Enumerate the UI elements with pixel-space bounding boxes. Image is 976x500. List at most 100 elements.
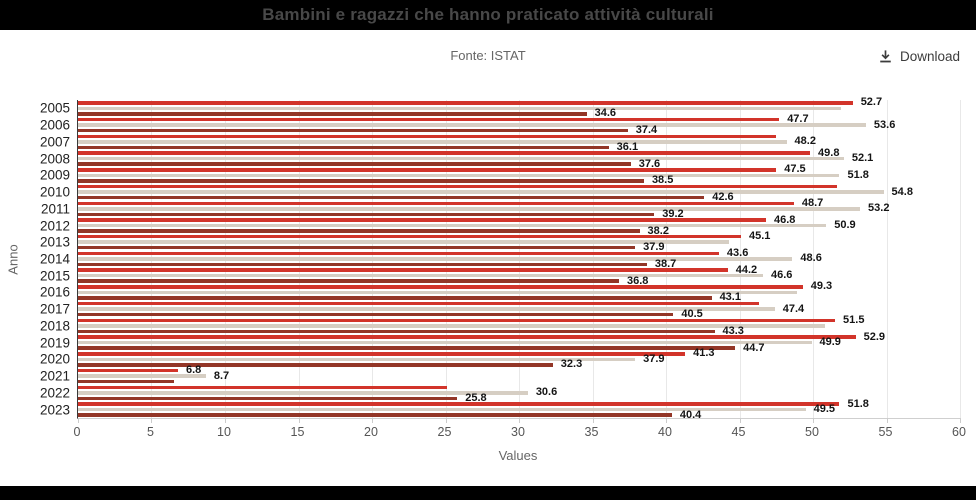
- y-axis-tick-label: 2005: [39, 100, 70, 116]
- bar-row: 48.2: [78, 136, 960, 147]
- bar-maroon-2022[interactable]: [78, 396, 458, 401]
- bar-maroon-2005[interactable]: [78, 112, 587, 116]
- bar-beige-2023[interactable]: [78, 407, 806, 412]
- bar-red-2015[interactable]: [78, 268, 728, 272]
- x-axis-tick-label: 35: [584, 425, 599, 439]
- bar-row: 37.9: [78, 353, 960, 364]
- bar-row: 30.6: [78, 387, 960, 398]
- bar-beige-2012[interactable]: [78, 223, 827, 228]
- bar-beige-2019[interactable]: [78, 340, 812, 345]
- bar-red-2011[interactable]: [78, 201, 794, 206]
- bar-red-2013[interactable]: [78, 234, 741, 239]
- bar-maroon-2007[interactable]: [78, 145, 609, 150]
- bar-maroon-2023[interactable]: [78, 413, 672, 417]
- bar-beige-2008[interactable]: [78, 156, 844, 161]
- bar-maroon-2017[interactable]: [78, 312, 674, 317]
- bar-red-2007[interactable]: [78, 134, 777, 139]
- bar-row: 47.7: [78, 114, 960, 125]
- bar-value-label: 43.6: [726, 246, 749, 259]
- bar-maroon-2009[interactable]: [78, 179, 644, 183]
- axis-tick-mark: [224, 418, 226, 423]
- bar-value-label: 40.5: [681, 308, 703, 321]
- y-axis-tick-label: 2018: [39, 318, 70, 334]
- bar-red-2020[interactable]: [78, 352, 686, 356]
- bar-red-2006[interactable]: [78, 117, 780, 122]
- bar-red-2010[interactable]: [78, 184, 837, 189]
- bar-row: [78, 106, 960, 111]
- bar-beige-2006[interactable]: [78, 123, 866, 127]
- axis-tick-mark: [445, 418, 447, 423]
- bar-beige-2016[interactable]: [78, 290, 797, 295]
- axis-tick-mark: [298, 418, 300, 423]
- bar-red-2014[interactable]: [78, 251, 719, 256]
- bar-beige-2013[interactable]: [78, 240, 730, 244]
- bar-beige-2007[interactable]: [78, 140, 787, 144]
- bar-red-2018[interactable]: [78, 318, 836, 323]
- bar-value-label: 36.1: [616, 140, 639, 153]
- y-axis-tick-label: 2013: [39, 234, 70, 250]
- y-axis-tick-label: 2014: [39, 251, 70, 267]
- y-axis-tick-label: 2015: [39, 267, 70, 283]
- bar-maroon-2011[interactable]: [78, 212, 655, 217]
- bar-beige-2017[interactable]: [78, 307, 775, 311]
- x-axis-tick-label: 0: [73, 425, 81, 439]
- bar-value-label: 44.2: [735, 263, 758, 276]
- bar-maroon-2014[interactable]: [78, 262, 647, 267]
- y-axis-tick-label: 2011: [40, 201, 70, 217]
- bar-red-2017[interactable]: [78, 301, 759, 306]
- bar-red-2021[interactable]: [78, 368, 178, 373]
- year-group-2005: 2005 52.7 34.6: [40, 97, 960, 119]
- download-button[interactable]: Download: [878, 46, 960, 66]
- bar-row: 39.2: [78, 208, 960, 219]
- y-axis-tick-label: 2008: [39, 150, 70, 166]
- bar-beige-2011[interactable]: [78, 207, 861, 211]
- bar-red-2009[interactable]: [78, 168, 777, 172]
- bar-beige-2009[interactable]: [78, 173, 840, 178]
- bar-row: 51.8: [78, 398, 960, 409]
- bar-maroon-2013[interactable]: [78, 245, 636, 250]
- bar-beige-2015[interactable]: [78, 273, 764, 278]
- bar-maroon-2006[interactable]: [78, 128, 628, 133]
- bar-maroon-2015[interactable]: [78, 279, 619, 283]
- bar-row: 48.6: [78, 253, 960, 264]
- y-axis-tick-label: 2007: [39, 134, 70, 150]
- bar-value-label: 54.8: [891, 185, 913, 198]
- axis-tick-mark: [739, 418, 741, 423]
- bar-beige-2020[interactable]: [78, 357, 636, 362]
- bar-maroon-2012[interactable]: [78, 229, 640, 233]
- bar-beige-2010[interactable]: [78, 190, 884, 194]
- bar-beige-2021[interactable]: [78, 374, 206, 378]
- bar-beige-2018[interactable]: [78, 324, 825, 328]
- bar-red-2008[interactable]: [78, 151, 811, 155]
- bar-maroon-2016[interactable]: [78, 296, 712, 300]
- bar-row: 44.7: [78, 342, 960, 353]
- bar-maroon-2021[interactable]: [78, 379, 174, 384]
- bar-maroon-2010[interactable]: [78, 195, 705, 200]
- x-axis-tick-label: 40: [658, 425, 672, 439]
- bar-red-2016[interactable]: [78, 285, 803, 289]
- bar-row: 52.9: [78, 331, 960, 342]
- bar-value-label: 53.2: [868, 202, 890, 215]
- bar-value-label: 37.9: [643, 241, 665, 254]
- bar-maroon-2008[interactable]: [78, 162, 631, 166]
- y-axis-tick-label: 2009: [39, 167, 70, 183]
- bar-red-2022[interactable]: [78, 385, 447, 390]
- bar-row: 50.9: [78, 220, 960, 231]
- bar-value-label: 43.3: [722, 324, 744, 337]
- bar-beige-2005[interactable]: [78, 106, 841, 111]
- bar-beige-2014[interactable]: [78, 257, 793, 261]
- year-group-2012: 2012 46.8 50.9 38.2: [40, 214, 960, 236]
- bar-red-2023[interactable]: [78, 402, 840, 406]
- bar-maroon-2018[interactable]: [78, 329, 715, 334]
- bar-red-2019[interactable]: [78, 335, 856, 339]
- year-group-2010: 2010 54.8 42.6: [40, 184, 960, 203]
- bar-maroon-2020[interactable]: [78, 363, 553, 367]
- bar-red-2012[interactable]: [78, 218, 766, 222]
- year-group-2021: 2021 6.8 8.7: [40, 365, 960, 385]
- bar-row: 32.3: [78, 359, 960, 370]
- bar-red-2005[interactable]: [78, 101, 853, 105]
- bar-beige-2022[interactable]: [78, 391, 528, 395]
- bar-row: 40.5: [78, 309, 960, 320]
- bar-value-label: 38.7: [654, 257, 677, 270]
- bar-maroon-2019[interactable]: [78, 346, 736, 350]
